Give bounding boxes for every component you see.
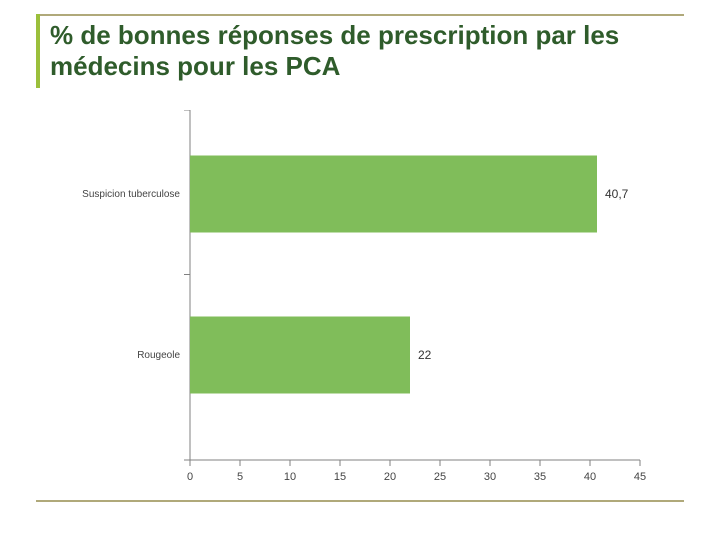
x-tick-label: 10 (284, 471, 296, 483)
x-tick-label: 0 (187, 471, 193, 483)
bar (190, 156, 597, 233)
chart: 0 5 10 15 20 25 30 35 40 45 Suspicion tuberculose 4… (60, 110, 660, 510)
x-tick-label: 40 (584, 471, 596, 483)
y-category-label: Suspicion tuberculose (82, 189, 180, 200)
slide: % de bonnes réponses de prescription par… (0, 0, 720, 540)
x-tick-label: 15 (334, 471, 346, 483)
bar (190, 317, 410, 394)
chart-svg: 0 5 10 15 20 25 30 35 40 45 Suspicion tuberculose 4… (60, 110, 660, 510)
bar-value-label: 22 (418, 348, 432, 362)
bar-value-label: 40,7 (605, 187, 629, 201)
x-tick-label: 35 (534, 471, 546, 483)
slide-title: % de bonnes réponses de prescription par… (50, 20, 674, 81)
x-tick-label: 25 (434, 471, 446, 483)
x-tick-label: 30 (484, 471, 496, 483)
title-block: % de bonnes réponses de prescription par… (36, 14, 684, 91)
x-tick-label: 5 (237, 471, 243, 483)
y-category-label: Rougeole (137, 350, 180, 361)
x-tick-label: 20 (384, 471, 396, 483)
x-tick-label: 45 (634, 471, 646, 483)
